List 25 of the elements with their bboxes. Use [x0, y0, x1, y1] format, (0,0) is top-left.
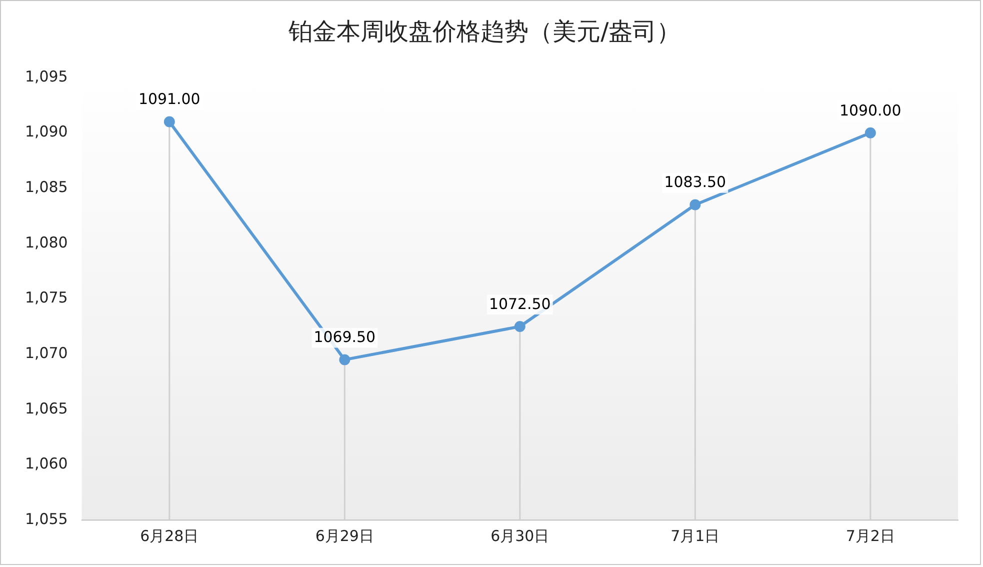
y-tick-label: 1,060 [25, 454, 68, 473]
text: 1090.00 [840, 101, 902, 120]
y-tick-label: 1,095 [25, 67, 68, 86]
x-tick-label: 6月29日 [315, 526, 374, 545]
chart-title: 铂金本周收盘价格趋势（美元/盎司） [287, 18, 681, 46]
point [514, 321, 526, 332]
point [339, 354, 350, 366]
y-tick-label: 1,080 [25, 233, 68, 252]
point [690, 199, 701, 210]
point [164, 116, 175, 128]
x-tick-label: 7月2日 [846, 526, 895, 545]
point [864, 127, 876, 138]
text: 1072.50 [488, 294, 551, 313]
y-tick-label: 1,085 [25, 178, 68, 196]
y-tick-label: 1,065 [25, 399, 68, 418]
x-tick-label: 7月1日 [670, 526, 720, 545]
y-tick-label: 1,070 [25, 344, 68, 362]
y-tick-label: 1,075 [25, 288, 68, 307]
text: 1091.00 [138, 90, 200, 108]
text: 1083.50 [664, 173, 726, 192]
text: 1069.50 [314, 328, 376, 346]
y-tick-label: 1,090 [25, 122, 68, 141]
y-tick-label: 1,055 [25, 510, 68, 528]
x-tick-label: 6月28日 [140, 526, 199, 545]
x-tick-label: 6月30日 [490, 526, 550, 545]
